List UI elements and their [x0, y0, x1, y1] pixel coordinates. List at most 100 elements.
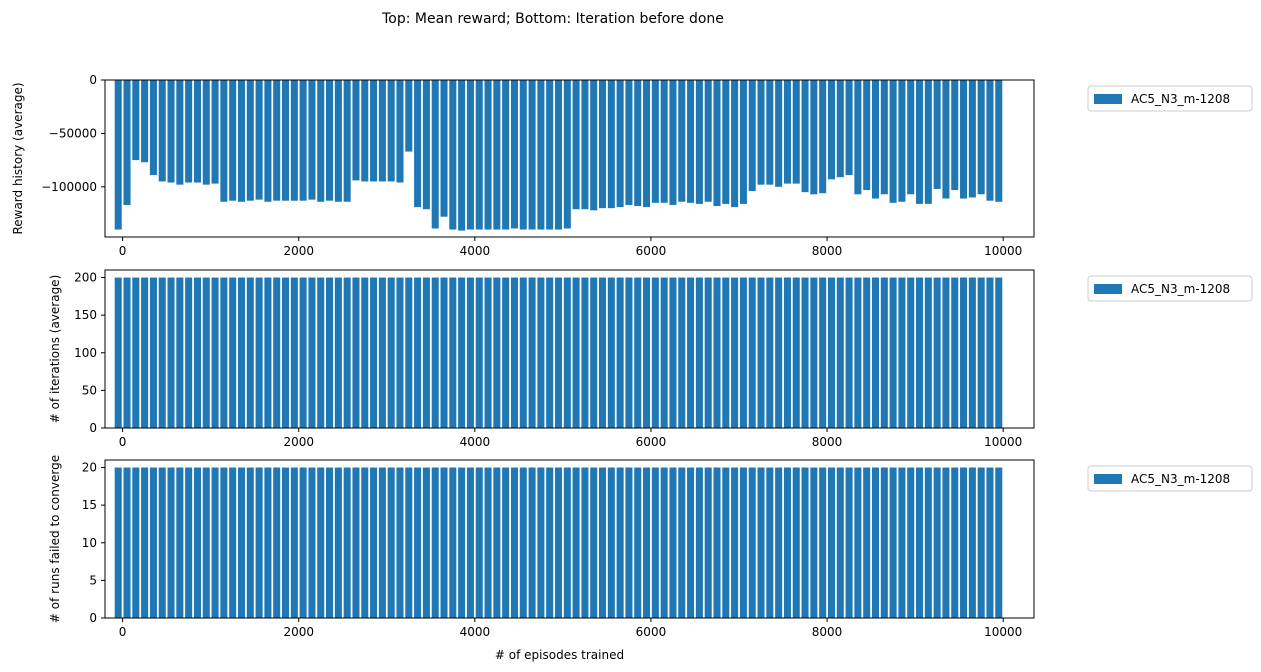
bar [625, 277, 633, 428]
bar [440, 277, 448, 428]
bar [775, 277, 783, 428]
bar [431, 277, 439, 428]
bar [977, 80, 985, 195]
bar [528, 277, 536, 428]
bar [193, 80, 201, 183]
legend-label: AC5_N3_m-1208 [1131, 282, 1230, 296]
bar [590, 467, 598, 618]
bar [783, 467, 791, 618]
bar [149, 80, 157, 176]
bar [299, 277, 307, 428]
bar [405, 467, 413, 618]
bar [660, 80, 668, 203]
bar [898, 80, 906, 202]
bar [220, 80, 228, 202]
reward-bars [114, 80, 1003, 231]
bar [308, 467, 316, 618]
x-tick-label: 4000 [460, 435, 491, 449]
x-tick-label: 0 [119, 435, 127, 449]
bar [519, 277, 527, 428]
x-tick-label: 6000 [636, 625, 667, 639]
legend-label: AC5_N3_m-1208 [1131, 472, 1230, 486]
bar [484, 80, 492, 230]
iterations-panel: 0 2000 4000 6000 8000 10000 0 50 100 150 200 # of i… [48, 269, 1253, 449]
bar [273, 467, 281, 618]
bar [845, 277, 853, 428]
bar [370, 277, 378, 428]
bar [907, 467, 915, 618]
bar [863, 277, 871, 428]
bar [986, 467, 994, 618]
bar [783, 80, 791, 184]
y-tick-label: 10 [82, 536, 97, 550]
bar [669, 277, 677, 428]
bar [757, 80, 765, 185]
bar [598, 277, 607, 428]
bar [141, 277, 149, 428]
bar [193, 277, 201, 428]
iterations-y-axis-label: # of iterations (average) [48, 275, 62, 424]
bar [898, 467, 906, 618]
bar [273, 80, 281, 201]
y-tick-label: 5 [89, 573, 97, 587]
bar [299, 467, 307, 618]
bar [607, 277, 615, 428]
failed-runs-panel: 0 2000 4000 6000 8000 10000 0 5 10 15 20 # of runs … [48, 455, 1253, 662]
bar [466, 467, 474, 618]
bar [290, 277, 298, 428]
bar [308, 80, 316, 200]
bar [334, 80, 342, 202]
bar [863, 467, 871, 618]
bar [819, 80, 827, 194]
bar [264, 277, 272, 428]
bar [502, 277, 510, 428]
bar [695, 277, 703, 428]
bar [951, 277, 959, 428]
bar [255, 277, 263, 428]
bar [537, 277, 545, 428]
bar [255, 467, 263, 618]
bar [792, 277, 800, 428]
bar [449, 80, 457, 230]
bar [193, 467, 201, 618]
x-tick-label: 10000 [984, 625, 1022, 639]
bar [132, 467, 140, 618]
bar [634, 467, 642, 618]
failed-runs-x-axis-label: # of episodes trained [495, 648, 624, 662]
bar [343, 80, 351, 202]
bar [202, 277, 210, 428]
bar [977, 467, 985, 618]
bar [176, 80, 184, 185]
reward-y-axis-label: Reward history (average) [11, 82, 25, 234]
bar [422, 467, 430, 618]
bar [590, 277, 598, 428]
bar [458, 467, 466, 618]
bar [845, 80, 853, 176]
bar [167, 80, 175, 183]
bar [968, 467, 976, 618]
bar [493, 80, 501, 230]
bar [475, 277, 483, 428]
bar [871, 467, 880, 618]
bar [748, 277, 756, 428]
bar [123, 277, 131, 428]
bar [352, 277, 360, 428]
bar [810, 467, 818, 618]
bar [704, 467, 712, 618]
bar [924, 467, 932, 618]
reward-axes-frame [104, 79, 1035, 238]
legend-swatch [1094, 94, 1122, 104]
bar [572, 80, 580, 210]
bar [871, 277, 880, 428]
bar [942, 277, 950, 428]
bar [158, 277, 166, 428]
legend-label: AC5_N3_m-1208 [1131, 92, 1230, 106]
bar [361, 80, 369, 182]
bar [854, 80, 862, 195]
bar [704, 277, 712, 428]
bar [916, 80, 924, 204]
reward-panel: 0 2000 4000 6000 8000 10000 0 −50000 −100000 Rewa… [11, 73, 1253, 258]
bar [185, 467, 193, 618]
bar [185, 80, 193, 183]
bar [237, 80, 246, 202]
